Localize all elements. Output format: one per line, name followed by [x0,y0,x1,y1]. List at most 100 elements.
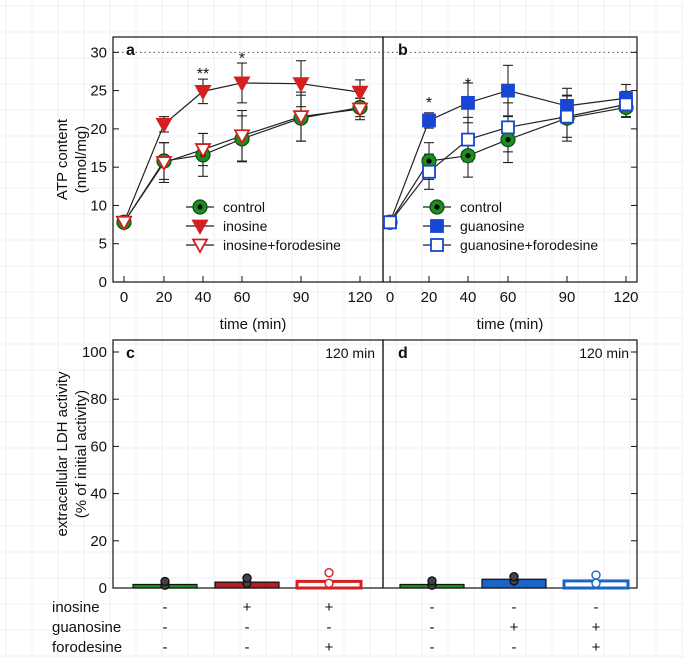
legend-marker-guanosine [430,219,444,233]
panel-a-xlabel: time (min) [220,316,287,333]
legend-label: inosine+forodesine [223,237,341,253]
legend-label: control [460,199,502,215]
data-point-inosine [194,84,212,101]
data-point-control-center [465,153,471,159]
bar-c-0-point [160,576,170,587]
panel-c-ylabel2: (% of initial activity) [73,390,90,518]
data-point-inosine [155,117,173,134]
panel-b-xtick-label: 0 [386,289,394,306]
treatment-sign: - [327,619,332,636]
data-point-inosine+forodesine [233,129,251,145]
panel-d-frame [382,339,638,589]
panel-c-time-label: 120 min [325,345,375,361]
panel-c-ytick-label: 60 [90,438,107,455]
treatment-sign: - [594,599,599,616]
treatment-sign: + [325,599,334,616]
treatment-sign: - [245,619,250,636]
treatment-row-label: forodesine [52,639,122,656]
significance-marker: * [239,51,245,68]
series-a-0-line [123,106,361,223]
panel-b-xtick-label: 120 [613,289,638,306]
panel-c-ytick-label: 20 [90,533,107,550]
data-point-inosine+forodesine [351,102,369,118]
panel-b-xtick-label: 40 [460,289,477,306]
panel-c-ylabel: extracellular LDH activity [54,371,71,537]
treatment-sign: - [430,639,435,656]
panel-c-ytick-label: 80 [90,391,107,408]
panel-c-ytick-label: 0 [99,580,107,597]
legend-label: control [223,199,265,215]
legend-marker-inosine+forodesine [191,238,209,254]
data-point-guanosine [501,83,515,98]
data-point-control-center [426,158,432,164]
panel-c-label: c [126,345,135,362]
panel-b-frame [382,36,638,283]
treatment-sign: - [163,599,168,616]
data-point-guanosine [461,95,475,110]
data-point-guanosine+forodesine [619,97,633,112]
panel-b-label: b [398,42,408,59]
panel-a-xtick-label: 60 [234,289,251,306]
data-point-inosine [351,85,369,101]
significance-marker: * [426,95,432,112]
series-b-1-line [389,89,627,223]
data-point-guanosine+forodesine [501,120,515,135]
treatment-sign: - [512,599,517,616]
panel-b-xtick-label: 90 [559,289,576,306]
series-b-2-line [389,103,627,223]
bar-c-2-point [324,567,334,578]
legend-label: guanosine [460,218,525,234]
panel-a-xtick-label: 0 [120,289,128,306]
data-point-inosine [233,76,251,92]
data-point-inosine+forodesine [292,110,310,126]
panel-a-ytick-label: 15 [90,159,107,176]
treatment-sign: - [512,639,517,656]
treatment-row-label: inosine [52,599,100,616]
panel-c-ytick-label: 40 [90,486,107,503]
significance-marker: ** [197,66,209,83]
panel-b-xlabel: time (min) [477,316,544,333]
data-point-inosine+forodesine [115,215,133,232]
treatment-sign: - [163,619,168,636]
treatment-sign: + [243,599,252,616]
panel-a-xtick-label: 120 [347,289,372,306]
data-point-control-center [505,136,511,143]
data-point-guanosine+forodesine [422,164,436,179]
treatment-sign: - [430,619,435,636]
panel-a-ytick-label: 20 [90,121,107,138]
treatment-sign: - [245,639,250,656]
treatment-sign: + [325,639,334,656]
data-point-guanosine [422,113,436,128]
treatment-sign: - [163,639,168,656]
panel-a-xtick-label: 90 [293,289,310,306]
bar-d-0-point [427,576,437,586]
bar-c-2-point [324,578,334,588]
legend-label: inosine [223,218,268,234]
treatment-sign: + [592,639,601,656]
data-point-inosine [292,77,310,93]
treatment-sign: - [430,599,435,616]
panel-b-xtick-label: 60 [500,289,517,306]
panel-d-label: d [398,345,408,362]
panel-a-ytick-label: 5 [99,236,107,253]
panel-c-ytick-label: 100 [82,344,107,361]
panel-a-ytick-label: 10 [90,197,107,214]
panel-b-xtick-label: 20 [421,289,438,306]
panel-c-frame [112,339,384,589]
data-point-guanosine+forodesine [461,132,475,147]
legend-marker-inosine [191,219,209,235]
bar-d-2-point [591,570,601,580]
legend-marker-control-center [434,204,440,210]
legend-label: guanosine+forodesine [460,237,598,253]
panel-a-xtick-label: 20 [156,289,173,306]
data-point-inosine+forodesine [194,143,212,159]
series-a-1-line [123,82,361,223]
data-point-guanosine+forodesine [383,215,397,230]
legend-marker-guanosine+forodesine [430,238,444,252]
treatment-sign: + [510,619,519,636]
series-a-2-line [123,108,361,223]
panel-a-ylabel2: (nmol/mg) [73,126,90,194]
data-point-guanosine+forodesine [560,109,574,124]
